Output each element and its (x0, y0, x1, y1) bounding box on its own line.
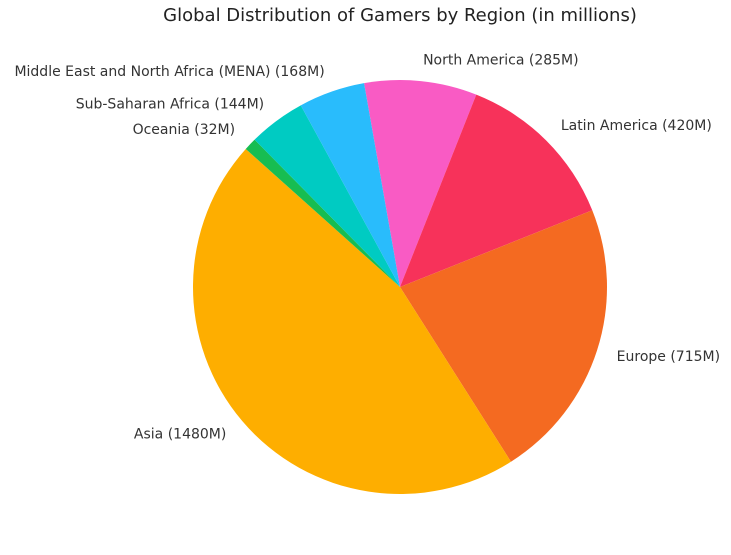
pie-slice-0 (364, 80, 477, 287)
slice-label-0: North America (285M) (423, 52, 579, 68)
slice-label-5: Sub-Saharan Africa (144M) (76, 96, 264, 112)
pie-slice-2 (400, 210, 607, 462)
pie-slice-4 (245, 139, 400, 287)
pie-slice-3 (193, 148, 511, 495)
pie-slice-1 (400, 94, 593, 287)
slice-label-3: Asia (1480M) (134, 426, 226, 442)
pie-slice-6 (300, 83, 400, 287)
slice-label-2: Europe (715M) (617, 349, 720, 365)
slice-label-6: Middle East and North Africa (MENA) (168… (14, 64, 324, 80)
slice-label-4: Oceania (32M) (133, 122, 236, 138)
pie-slice-5 (254, 105, 400, 287)
slice-label-1: Latin America (420M) (561, 118, 712, 134)
chart-title: Global Distribution of Gamers by Region … (163, 5, 637, 26)
